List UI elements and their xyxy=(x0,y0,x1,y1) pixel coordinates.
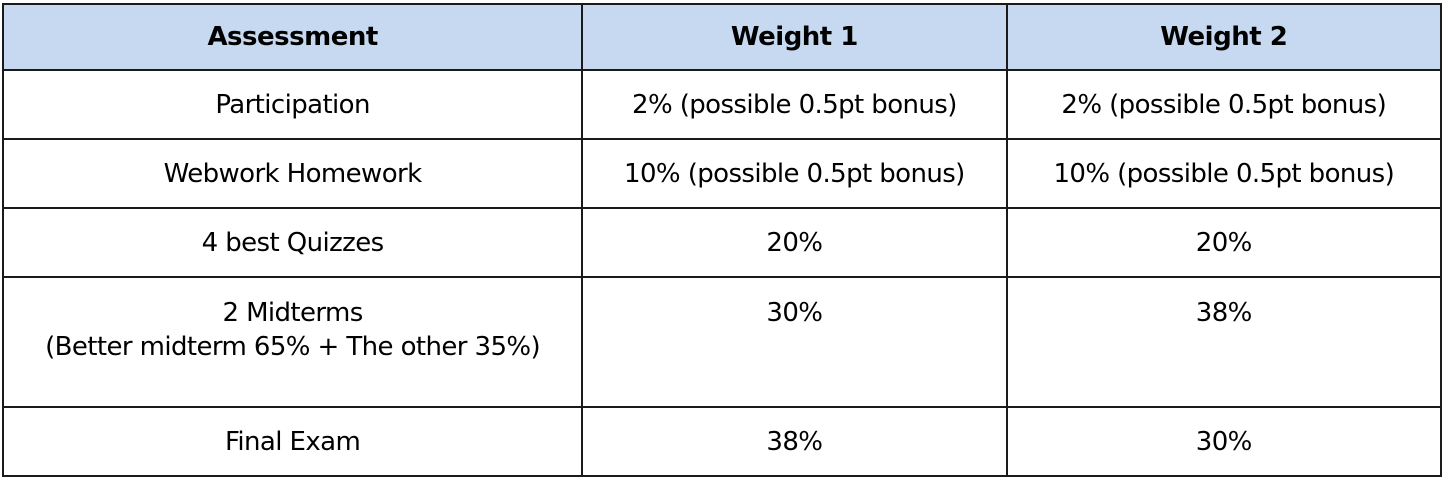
table-row: Webwork Homework 10% (possible 0.5pt bon… xyxy=(1,138,1443,209)
assessment-cell: 4 best Quizzes xyxy=(1,207,584,278)
weight2-cell: 30% xyxy=(1005,406,1443,477)
table-row: Participation 2% (possible 0.5pt bonus) … xyxy=(1,69,1443,140)
assessment-note: (Better midterm 65% + The other 35%) xyxy=(45,332,541,362)
weight2-cell: 20% xyxy=(1005,207,1443,278)
header-weight-1: Weight 1 xyxy=(581,3,1008,71)
weight1-cell: 20% xyxy=(581,207,1008,278)
weight1-cell: 2% (possible 0.5pt bonus) xyxy=(581,69,1008,140)
header-row: Assessment Weight 1 Weight 2 xyxy=(1,3,1443,71)
weight2-cell: 38% xyxy=(1005,276,1443,408)
assessment-label: 2 Midterms xyxy=(222,298,363,328)
weight1-cell: 30% xyxy=(581,276,1008,408)
weight1-cell: 38% xyxy=(581,406,1008,477)
table-row: 2 Midterms (Better midterm 65% + The oth… xyxy=(1,276,1443,408)
weight1-cell: 10% (possible 0.5pt bonus) xyxy=(581,138,1008,209)
assessment-cell: Webwork Homework xyxy=(1,138,584,209)
table-row: Final Exam 38% 30% xyxy=(1,406,1443,477)
assessment-cell: Participation xyxy=(1,69,584,140)
header-assessment: Assessment xyxy=(1,3,584,71)
assessment-cell: 2 Midterms (Better midterm 65% + The oth… xyxy=(1,276,584,408)
assessment-cell: Final Exam xyxy=(1,406,584,477)
header-weight-2: Weight 2 xyxy=(1005,3,1443,71)
table-row: 4 best Quizzes 20% 20% xyxy=(1,207,1443,278)
weight2-cell: 2% (possible 0.5pt bonus) xyxy=(1005,69,1443,140)
grading-table: Assessment Weight 1 Weight 2 Participati… xyxy=(1,3,1443,477)
weight2-cell: 10% (possible 0.5pt bonus) xyxy=(1005,138,1443,209)
